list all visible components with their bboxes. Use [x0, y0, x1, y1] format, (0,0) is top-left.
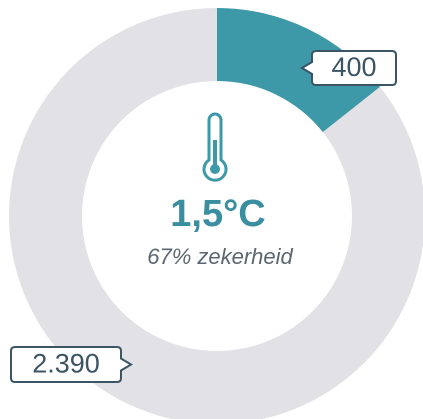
label-text: 2.390	[32, 349, 100, 379]
value-label: 400	[300, 50, 397, 86]
center-title: 1,5°C	[170, 193, 265, 235]
slice	[9, 8, 423, 419]
label-box	[10, 346, 133, 383]
label-text: 400	[331, 52, 376, 82]
value-label: 2.390	[10, 346, 133, 383]
slice	[217, 8, 381, 133]
thermometer-icon	[202, 112, 228, 182]
slices	[9, 8, 423, 419]
label-box	[300, 50, 397, 86]
center-subtitle: 67% zekerheid	[147, 244, 293, 269]
